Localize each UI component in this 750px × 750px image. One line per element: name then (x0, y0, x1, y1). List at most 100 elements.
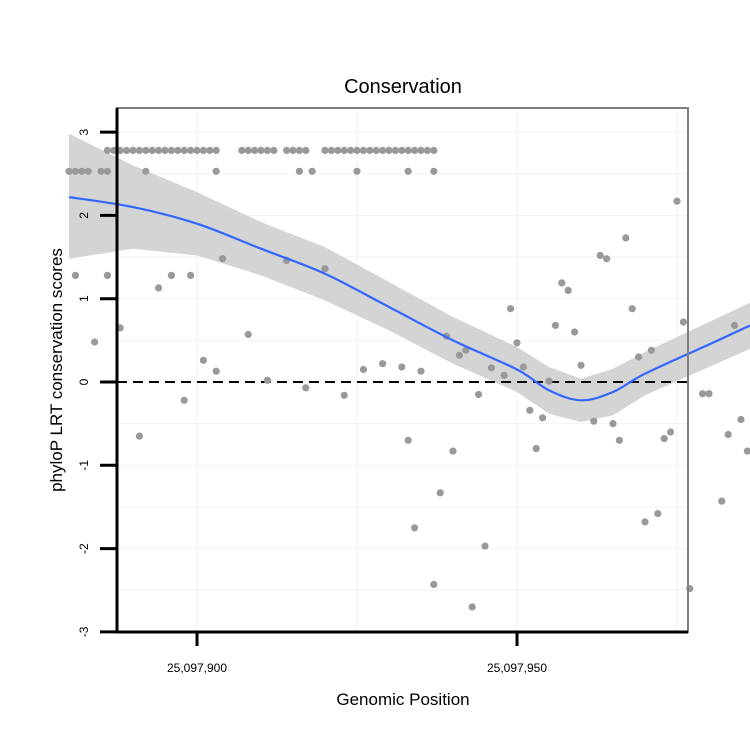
data-point (724, 430, 732, 439)
data-point (449, 447, 457, 455)
data-point (103, 146, 111, 154)
data-point (244, 146, 252, 154)
data-point (539, 414, 547, 422)
data-point (609, 420, 617, 428)
data-point (78, 167, 86, 175)
data-point (359, 365, 367, 374)
data-point (513, 339, 521, 347)
data-point (340, 146, 348, 154)
data-point (635, 353, 643, 361)
data-point (174, 146, 182, 154)
y-tick-label: -3 (77, 626, 91, 637)
data-point (283, 146, 291, 154)
data-point (270, 146, 278, 154)
data-point (353, 146, 361, 154)
data-point (302, 146, 310, 154)
data-point (103, 271, 111, 279)
data-point (532, 445, 540, 453)
data-point (135, 432, 143, 440)
data-point (673, 197, 681, 205)
data-point (507, 305, 515, 313)
data-point (142, 146, 150, 154)
data-point (404, 146, 412, 154)
data-point (398, 146, 406, 154)
y-tick-label: -2 (77, 543, 91, 554)
y-tick-label: 1 (77, 295, 91, 302)
data-point (545, 377, 553, 385)
data-point (564, 286, 572, 294)
data-point (455, 351, 463, 359)
data-point (551, 321, 560, 329)
data-point (737, 415, 745, 424)
data-point (743, 447, 750, 455)
data-point (359, 146, 367, 154)
x-axis-title: Genomic Position (336, 690, 469, 709)
x-tick-label: 25,097,950 (487, 661, 547, 675)
data-point (327, 146, 335, 154)
data-point (187, 146, 195, 154)
data-point (123, 146, 131, 154)
data-point (142, 167, 150, 175)
data-point (430, 167, 438, 175)
data-point (596, 251, 604, 259)
data-point (475, 390, 483, 399)
data-point (321, 146, 329, 154)
data-point (641, 518, 649, 526)
data-point (379, 146, 387, 154)
data-point (487, 364, 495, 372)
data-point (167, 146, 175, 154)
data-point (295, 167, 303, 175)
data-point (615, 436, 624, 444)
data-point (334, 146, 342, 154)
data-point (417, 367, 425, 375)
data-point (212, 146, 220, 154)
data-point (238, 146, 246, 154)
data-point (251, 146, 259, 154)
data-point (263, 146, 271, 154)
data-point (308, 167, 316, 175)
data-point (571, 328, 579, 336)
data-point (577, 361, 585, 369)
data-point (353, 167, 361, 175)
data-point (679, 318, 688, 326)
y-axis: -3 -2 -1 0 1 2 3 (77, 108, 119, 637)
data-point (65, 167, 73, 175)
x-tick-label: 25,097,900 (167, 661, 227, 675)
data-point (155, 146, 163, 154)
data-point (347, 146, 355, 154)
data-point (718, 497, 726, 505)
smooth-line-layer (68, 196, 750, 402)
data-point (372, 146, 380, 154)
data-point (167, 271, 175, 279)
data-point (71, 271, 79, 279)
data-point (187, 271, 195, 279)
data-point (481, 542, 489, 550)
data-point (699, 390, 707, 398)
points-layer (65, 146, 750, 611)
data-point (385, 146, 393, 154)
data-point (660, 435, 668, 443)
data-point (161, 146, 169, 154)
data-point (263, 376, 271, 384)
data-point (436, 489, 444, 497)
data-point (180, 396, 188, 404)
data-point (731, 321, 739, 329)
data-point (295, 146, 303, 154)
data-point (97, 167, 105, 175)
data-point (603, 255, 611, 263)
data-point (212, 167, 220, 175)
data-point (379, 360, 387, 368)
y-axis-title: phyloP LRT conservation scores (47, 248, 66, 492)
data-point (212, 367, 220, 375)
data-point (366, 146, 374, 154)
data-point (219, 255, 227, 263)
data-point (411, 524, 419, 532)
data-point (391, 146, 399, 154)
data-point (103, 167, 111, 175)
data-point (321, 265, 329, 273)
data-point (526, 406, 534, 414)
data-point (558, 279, 566, 287)
data-point (340, 391, 348, 399)
